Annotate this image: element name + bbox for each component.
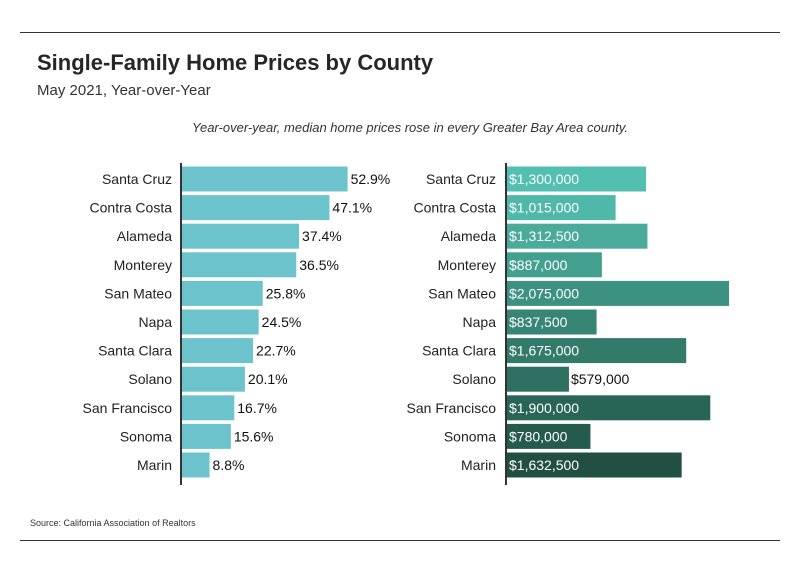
pct-category-label: Sonoma — [120, 428, 172, 444]
price-value-label: $1,675,000 — [509, 343, 579, 359]
price-value-label: $2,075,000 — [509, 285, 579, 301]
pct-bar — [182, 166, 348, 192]
pct-bar — [182, 223, 300, 249]
pct-bar — [182, 280, 263, 306]
pct-category-label: Marin — [137, 457, 172, 473]
pct-value-label: 25.8% — [266, 285, 306, 301]
pct-bar — [182, 366, 245, 392]
price-bar — [507, 280, 729, 306]
price-bar — [507, 166, 647, 192]
pct-category-label: Monterey — [114, 257, 172, 273]
price-bar — [507, 395, 711, 421]
chart-subtitle: May 2021, Year-over-Year — [37, 82, 211, 99]
price-category-label: Monterey — [438, 257, 496, 273]
price-value-label: $1,015,000 — [509, 200, 579, 216]
pct-value-label: 22.7% — [256, 343, 296, 359]
price-value-label: $887,000 — [509, 257, 568, 273]
price-value-label: $1,300,000 — [509, 171, 579, 187]
pct-category-label: Santa Clara — [98, 343, 172, 359]
pct-category-label: Alameda — [117, 228, 172, 244]
price-category-label: Contra Costa — [414, 200, 497, 216]
price-category-label: Santa Clara — [422, 343, 496, 359]
pct-value-label: 8.8% — [213, 457, 245, 473]
price-category-label: San Mateo — [428, 285, 496, 301]
price-category-label: Alameda — [441, 228, 496, 244]
price-bar — [507, 309, 597, 335]
pct-bar — [182, 309, 259, 335]
price-category-label: San Francisco — [407, 400, 497, 416]
price-value-label: $837,500 — [509, 314, 568, 330]
price-category-label: Santa Cruz — [426, 171, 496, 187]
price-bar — [507, 223, 648, 249]
pct-bar — [182, 423, 231, 449]
price-value-label: $579,000 — [571, 371, 630, 387]
price-value-label: $780,000 — [509, 428, 568, 444]
price-bar — [507, 423, 591, 449]
price-bar — [507, 195, 616, 221]
pct-category-label: Napa — [139, 314, 173, 330]
pct-bar — [182, 338, 254, 364]
pct-category-label: San Mateo — [104, 285, 172, 301]
pct-bar — [182, 452, 210, 478]
price-category-label: Napa — [463, 314, 497, 330]
price-bar — [507, 338, 687, 364]
price-category-label: Solano — [452, 371, 496, 387]
bottom-rule — [20, 540, 780, 541]
pct-category-label: Solano — [128, 371, 172, 387]
pct-bar — [182, 395, 235, 421]
pct-value-label: 15.6% — [234, 428, 274, 444]
pct-value-label: 47.1% — [332, 200, 372, 216]
price-bar — [507, 252, 602, 278]
pct-value-label: 20.1% — [248, 371, 288, 387]
pct-category-label: Contra Costa — [90, 200, 173, 216]
pct-value-label: 24.5% — [262, 314, 302, 330]
pct-bar — [182, 195, 330, 221]
pct-category-label: San Francisco — [83, 400, 173, 416]
chart-caption: Year-over-year, median home prices rose … — [192, 120, 628, 135]
pct-value-label: 37.4% — [302, 228, 342, 244]
top-rule — [20, 32, 780, 33]
pct-category-label: Santa Cruz — [102, 171, 172, 187]
price-bar — [507, 452, 682, 478]
price-category-label: Marin — [461, 457, 496, 473]
price-value-label: $1,312,500 — [509, 228, 579, 244]
pct-bar — [182, 252, 297, 278]
price-bar — [507, 366, 569, 392]
price-category-label: Sonoma — [444, 428, 496, 444]
source-note: Source: California Association of Realto… — [30, 518, 196, 528]
price-value-label: $1,900,000 — [509, 400, 579, 416]
price-value-label: $1,632,500 — [509, 457, 579, 473]
pct-value-label: 36.5% — [299, 257, 339, 273]
chart-title: Single-Family Home Prices by County — [37, 50, 434, 75]
pct-value-label: 52.9% — [351, 171, 391, 187]
pct-value-label: 16.7% — [237, 400, 277, 416]
